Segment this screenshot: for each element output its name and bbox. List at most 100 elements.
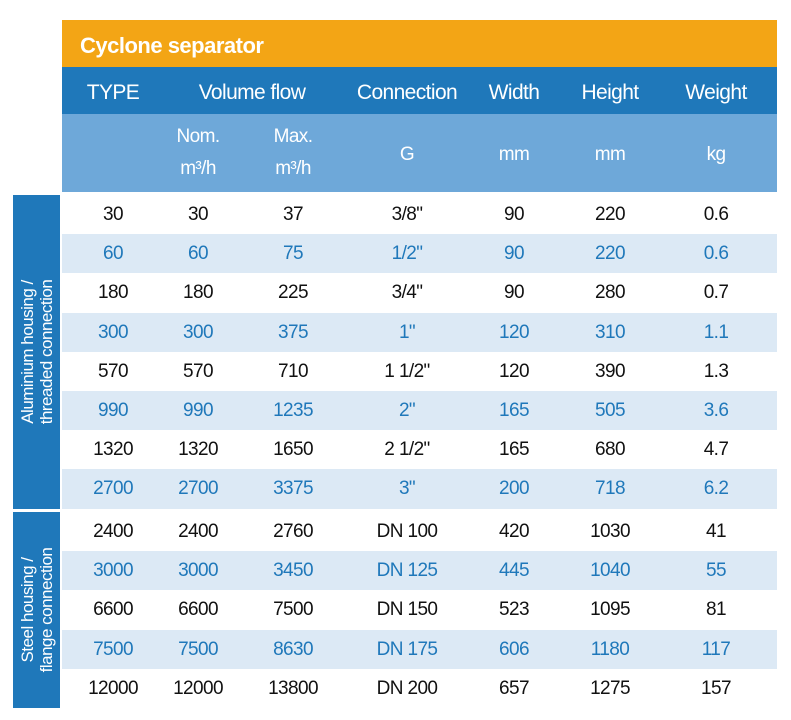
- table-cell: 3375: [273, 478, 313, 500]
- table-cell: 2400: [178, 521, 218, 542]
- table-cell: 37: [283, 204, 304, 225]
- table-cell: 505: [595, 400, 626, 421]
- subheader-unit: m³/h: [275, 158, 311, 179]
- table-cell: 1275: [590, 677, 630, 699]
- table-cell: 7500: [273, 599, 313, 621]
- row-band: [62, 312, 777, 352]
- table-cell: 3450: [273, 560, 313, 582]
- table-cell: 60: [103, 243, 124, 265]
- table-cell: 375: [278, 321, 309, 343]
- table-cell: 220: [595, 204, 626, 225]
- table-cell: 1": [398, 321, 416, 343]
- table-cell: 200: [499, 478, 530, 500]
- table-cell: 523: [499, 599, 530, 621]
- group-label-line: threaded connection: [37, 279, 56, 425]
- row-band: [62, 391, 777, 431]
- table-cell: 120: [499, 321, 530, 343]
- table-cell: 0.7: [703, 282, 729, 304]
- subheader-cell: kg: [706, 144, 726, 165]
- group-label: Aluminium housing / threaded connection: [18, 280, 56, 425]
- table-cell: DN 100: [376, 521, 438, 542]
- table-cell: 1.1: [703, 321, 729, 343]
- table-cell: 8630: [273, 638, 313, 660]
- group-label-line: flange connection: [37, 547, 56, 673]
- row-band: [62, 234, 777, 274]
- group-label-box: [13, 195, 60, 509]
- table-cell: 710: [278, 360, 309, 382]
- table-cell: 55: [706, 560, 727, 582]
- table-cell: 7500: [178, 638, 218, 660]
- table-cell: 2700: [93, 478, 133, 500]
- header-cell: Height: [581, 81, 639, 104]
- subheader-cell: G: [399, 144, 415, 165]
- table-cell: 180: [183, 282, 214, 304]
- table-cell: DN 150: [376, 599, 438, 621]
- title-bar: [62, 20, 777, 67]
- table-cell: 13800: [268, 677, 318, 699]
- table-title: Cyclone separator: [80, 33, 264, 58]
- table-cell: 12000: [173, 677, 223, 699]
- table-cell: 30: [188, 204, 209, 225]
- table-cell: 30: [103, 204, 124, 225]
- subheader-cell: mm: [594, 144, 626, 165]
- group-label-box: [13, 512, 60, 708]
- table-cell: 990: [98, 400, 129, 421]
- table-cell: 60: [188, 243, 209, 265]
- table-cell: 220: [595, 243, 626, 265]
- header-cell: Connection: [356, 81, 458, 104]
- table-cell: 657: [499, 677, 530, 699]
- table-cell: 165: [499, 439, 530, 461]
- table-cell: 420: [499, 521, 530, 542]
- table-cell: 1180: [590, 638, 630, 660]
- table-cell: 1320: [178, 439, 218, 461]
- header-cell: TYPE: [86, 81, 140, 104]
- header-cell: Volume flow: [198, 81, 306, 104]
- table-cell: 3000: [178, 560, 218, 582]
- table-cell: 1/2": [391, 243, 423, 265]
- table-cell: 310: [595, 321, 626, 343]
- table-cell: 300: [98, 321, 129, 343]
- table-cell: 7500: [93, 638, 133, 660]
- table-cell: 41: [706, 521, 727, 542]
- table-cell: 606: [499, 638, 530, 660]
- table-cell: 120: [499, 360, 530, 382]
- table-cell: 90: [504, 204, 525, 225]
- table-cell: 6600: [93, 599, 133, 621]
- table-cell: 570: [183, 360, 214, 382]
- table-cell: 990: [183, 400, 214, 421]
- table-cell: 90: [504, 243, 525, 265]
- table-cell: 2 1/2": [384, 439, 430, 461]
- subheader-cell: mm: [498, 144, 530, 165]
- table-cell: 6600: [178, 599, 218, 621]
- table-cell: 3.6: [703, 400, 729, 421]
- row-band: [62, 469, 777, 509]
- table-cell: 2700: [178, 478, 218, 500]
- table-cell: 2760: [273, 521, 313, 542]
- table-cell: 81: [706, 599, 727, 621]
- table-cell: 3/4": [391, 282, 423, 304]
- table-cell: 1.3: [703, 360, 729, 382]
- table-cell: 300: [183, 321, 214, 343]
- table-cell: 3": [398, 478, 416, 500]
- table-cell: DN 175: [376, 638, 438, 660]
- table-cell: 570: [98, 360, 129, 382]
- table-cell: 4.7: [703, 439, 729, 461]
- table-cell: 1650: [273, 439, 313, 461]
- table-cell: 165: [499, 400, 530, 421]
- table-cell: 390: [595, 360, 626, 382]
- group-label: Steel housing / flange connection: [18, 548, 56, 673]
- table-cell: DN 125: [376, 560, 438, 582]
- table-cell: 1235: [273, 400, 313, 421]
- table-cell: 718: [595, 478, 626, 500]
- group-label-line: Steel housing /: [18, 557, 37, 663]
- table-cell: 3000: [93, 560, 133, 582]
- subheader-cell: Nom.: [176, 126, 221, 147]
- header-bar: [62, 67, 777, 114]
- header-cell: Width: [488, 81, 540, 104]
- table-cell: 180: [98, 282, 129, 304]
- table-cell: 280: [595, 282, 626, 304]
- header-cell: Weight: [685, 81, 747, 104]
- table-cell: 1 1/2": [384, 360, 430, 382]
- table-cell: 2": [398, 400, 416, 421]
